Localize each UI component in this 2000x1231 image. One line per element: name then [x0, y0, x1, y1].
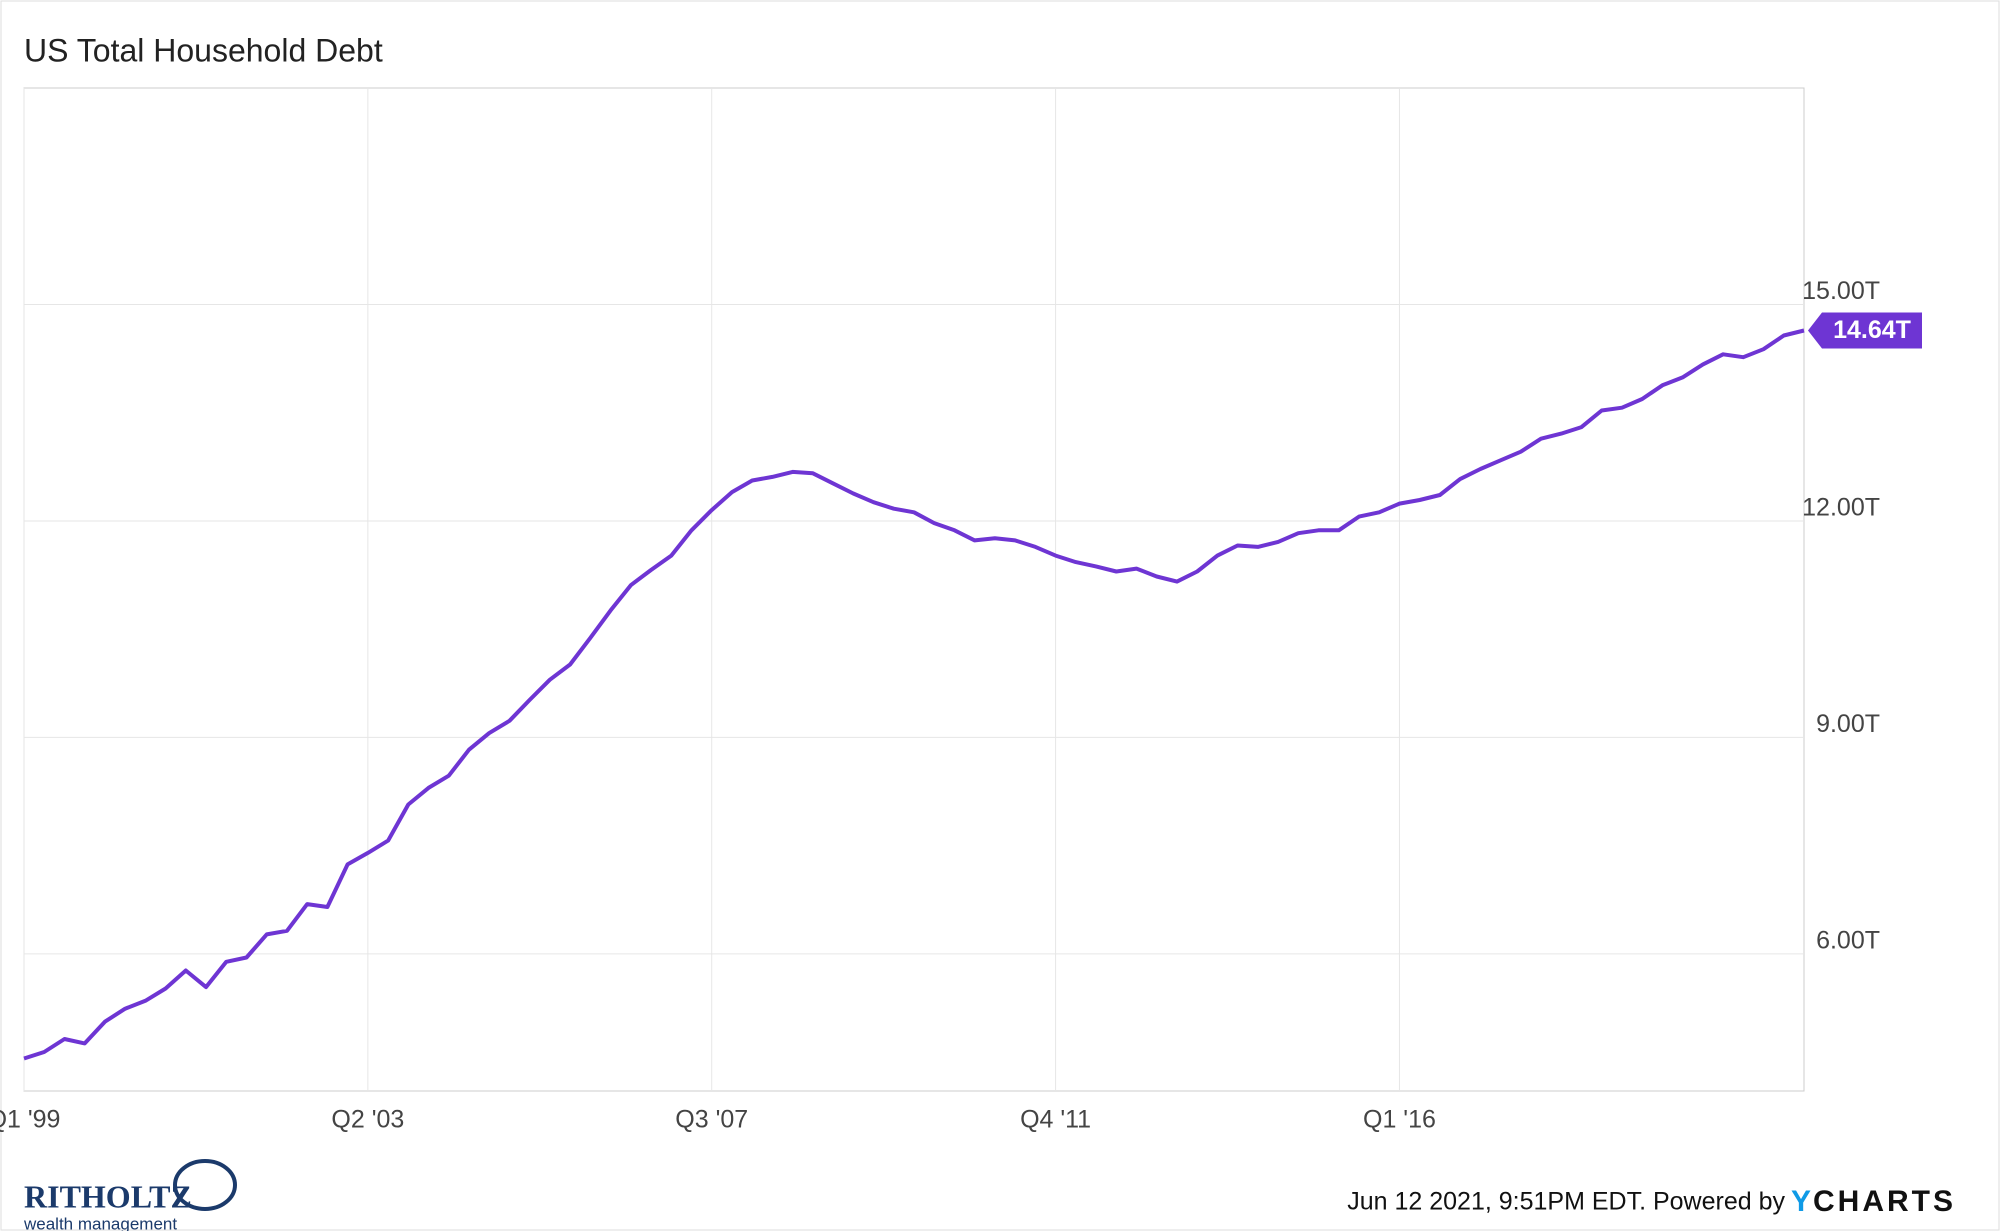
value-badge	[1808, 312, 1922, 349]
brand-y: Y	[1791, 1185, 1811, 1218]
x-tick-label: Q2 '03	[331, 1106, 404, 1134]
logo-emblem	[173, 1159, 237, 1211]
timestamp: Jun 12 2021, 9:51PM EDT. Powered by	[1347, 1188, 1785, 1216]
y-tick-label: 15.00T	[1802, 277, 1880, 305]
y-tick-label: 9.00T	[1816, 710, 1880, 738]
chart-title: US Total Household Debt	[24, 32, 383, 68]
line	[23, 328, 1805, 1061]
value-label: 14.64T	[1833, 316, 1911, 344]
x-tick-label: Q4 '11	[1020, 1106, 1091, 1134]
y-tick-label: 6.00T	[1816, 927, 1880, 955]
plot: 6.00T 9.00T 12.00T 15.00T Q1 '99 Q2 '03 Q3 '07…	[0, 87, 1922, 1134]
brand-rest: CHARTS	[1813, 1185, 1956, 1218]
x-tick-label: Q1 '16	[1363, 1106, 1436, 1134]
y-tick-label: 12.00T	[1802, 494, 1880, 522]
logo-name: RITHOLTZ	[24, 1178, 192, 1214]
logo-sub: wealth management	[23, 1214, 177, 1231]
x-tick-label: Q3 '07	[675, 1106, 748, 1134]
x-tick-label: Q1 '99	[0, 1106, 60, 1134]
